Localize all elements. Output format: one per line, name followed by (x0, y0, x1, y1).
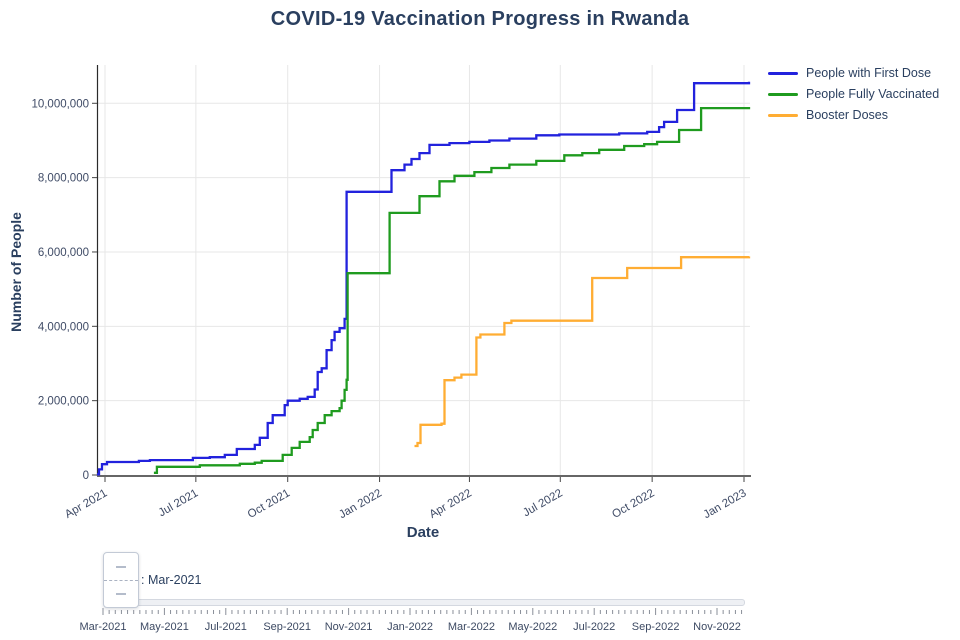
y-tick-label: 0 (83, 470, 89, 482)
legend-label: Booster Doses (806, 108, 888, 122)
x-axis-title: Date (406, 524, 440, 541)
vaccination-chart: 0 2,000,000 4,000,000 6,000,000 8,000,000 10,… (31, 65, 751, 521)
y-tick-label: 6,000,000 (38, 247, 89, 259)
slider-value-text: Mar-2021 (147, 573, 202, 587)
slider-tick-label: Nov-2022 (693, 621, 741, 633)
legend-line-icon (768, 92, 798, 96)
chart-title: COVID-19 Vaccination Progress in Rwanda (270, 8, 690, 30)
x-tick-label: Apr 2021 (63, 487, 109, 521)
y-tick-label: 4,000,000 (38, 321, 89, 333)
legend-label: People with First Dose (806, 66, 932, 80)
slider-tick-label: May-2021 (140, 621, 189, 633)
legend: People with First Dose People Fully Vacci… (768, 66, 939, 129)
x-tick-label: Oct 2022 (610, 487, 656, 521)
legend-line-icon (768, 71, 798, 75)
legend-item-0[interactable]: People with First Dose (768, 66, 939, 80)
x-tick-label: Jan 2023 (702, 487, 749, 521)
x-tick-label: Jul 2022 (521, 487, 565, 519)
slider-tick-label: Mar-2022 (448, 621, 495, 633)
legend-item-2[interactable]: Booster Doses (768, 108, 939, 122)
y-tick-label: 2,000,000 (38, 396, 89, 408)
slider-rail[interactable] (105, 599, 745, 606)
handle-grip-icon (116, 566, 126, 568)
slider-tick-label: Jul-2022 (573, 621, 615, 633)
slider-value-prefix: : (141, 573, 145, 587)
legend-line-icon (768, 113, 798, 117)
x-tick-label: Oct 2021 (246, 487, 292, 521)
slider-handle[interactable] (103, 552, 139, 608)
series-line-booster[interactable] (414, 256, 751, 448)
handle-grip-icon (116, 593, 126, 595)
slider-tick-label: May-2022 (508, 621, 557, 633)
slider-tick-label: Sep-2022 (632, 621, 680, 633)
slider-tick-label: Sep-2021 (263, 621, 311, 633)
slider-current-value: : Mar-2021 (141, 573, 201, 587)
series-line-fully-vaccinated[interactable] (153, 106, 751, 474)
handle-divider-icon (104, 580, 138, 581)
y-tick-label: 10,000,000 (31, 98, 89, 110)
y-tick-label: 8,000,000 (38, 173, 89, 185)
slider-tick-label: Mar-2021 (79, 621, 126, 633)
slider-tick-label: Nov-2021 (325, 621, 373, 633)
slider-tick-label: Jul-2021 (205, 621, 247, 633)
series-line-first-dose[interactable] (97, 81, 751, 476)
x-tick-label: Apr 2022 (427, 487, 473, 521)
legend-item-1[interactable]: People Fully Vaccinated (768, 87, 939, 101)
slider-ruler: Mar-2021 May-2021 Jul-2021 Sep-2021 Nov-2021… (79, 608, 743, 633)
x-tick-label: Jul 2021 (157, 487, 201, 519)
slider-tick-label: Jan-2022 (387, 621, 433, 633)
legend-label: People Fully Vaccinated (806, 87, 940, 101)
x-tick-label: Jan 2022 (337, 487, 384, 521)
